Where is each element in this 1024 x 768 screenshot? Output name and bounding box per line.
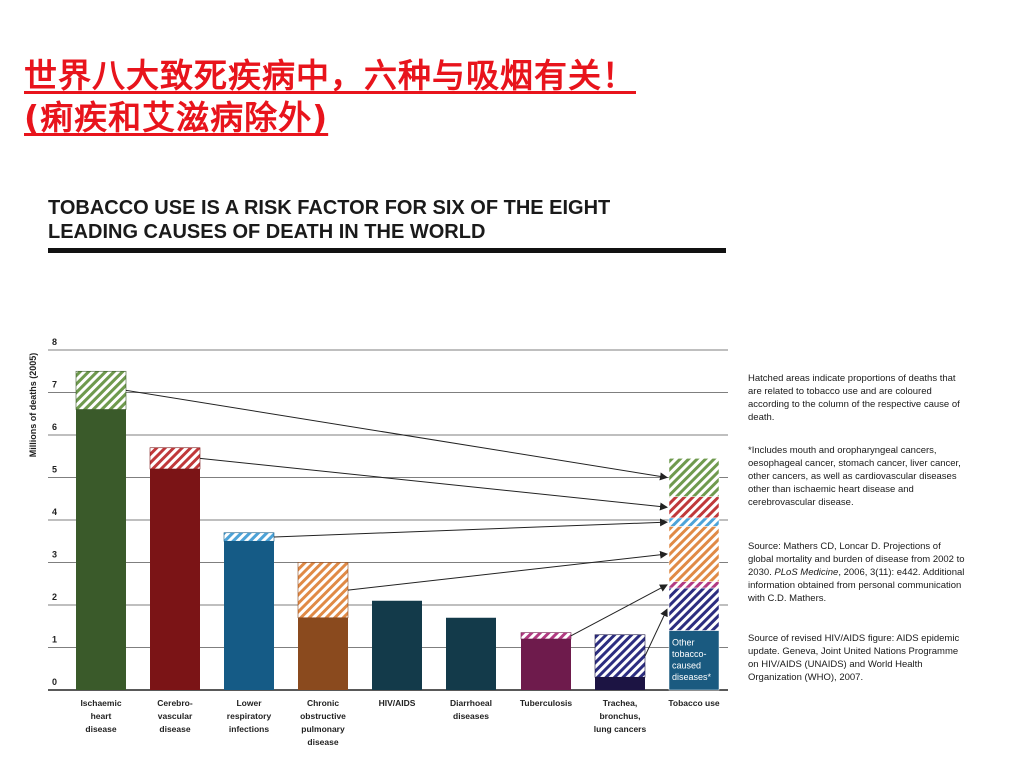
chart-heading-rule — [48, 248, 726, 253]
x-category-label-2-line-1: Cerebro- — [157, 698, 193, 708]
y-tick-label-6: 6 — [52, 422, 57, 432]
note-hatched: Hatched areas indicate proportions of de… — [748, 373, 960, 423]
x-category-label-3-line-1: Lower — [236, 698, 262, 708]
x-category-label-1-line-1: Ischaemic — [80, 698, 121, 708]
note-source-1-journal: PLoS Medicine — [774, 567, 839, 578]
slide-title-line-1: 世界八大致死疾病中，六种与吸烟有关！ — [24, 56, 636, 95]
y-tick-label-5: 5 — [52, 465, 57, 475]
bar-3-tobacco-related — [223, 532, 275, 542]
x-category-label-8-line-1: Trachea, — [603, 698, 638, 708]
bar-1-non-tobacco — [76, 409, 126, 690]
bar-4-tobacco-related — [297, 562, 349, 619]
bar-3-non-tobacco — [224, 541, 274, 690]
note-source-2: Source of revised HIV/AIDS figure: AIDS … — [748, 633, 960, 683]
bar-2-non-tobacco — [150, 469, 200, 690]
tobacco-bar-segment-4 — [668, 526, 720, 582]
link-arrow-1 — [125, 389, 668, 481]
chart-heading: TOBACCO USE IS A RISK FACTOR FOR SIX OF … — [48, 196, 726, 253]
x-category-label-9-line-1: Tobacco use — [668, 698, 720, 708]
tobacco-bar-segment-1 — [668, 630, 720, 691]
bar-6-non-tobacco — [446, 617, 496, 690]
link-arrow-2 — [199, 457, 668, 511]
x-category-label-8-line-3: lung cancers — [594, 724, 647, 734]
tobacco-bar-segment-6 — [668, 496, 720, 519]
slide-title-line-2: (痢疾和艾滋病除外) — [24, 98, 329, 138]
y-tick-label-4: 4 — [52, 507, 57, 517]
x-category-label-2-line-3: disease — [159, 724, 190, 734]
note-source-1-b: , 2006, 3(11): e442. Additional informat… — [748, 567, 965, 604]
x-category-label-2-line-2: vascular — [158, 711, 193, 721]
note-includes: *Includes mouth and oropharyngeal cancer… — [748, 445, 961, 508]
link-arrow-3 — [273, 518, 668, 538]
tobacco-bar-segment-2 — [668, 587, 720, 631]
x-category-label-6-line-2: diseases — [453, 711, 489, 721]
y-tick-label-0: 0 — [52, 677, 57, 687]
y-tick-label-2: 2 — [52, 592, 57, 602]
y-tick-label-7: 7 — [52, 380, 57, 390]
x-category-label-1-line-3: disease — [85, 724, 116, 734]
link-arrow-5 — [570, 584, 668, 637]
x-category-label-8-line-2: bronchus, — [599, 711, 640, 721]
tobacco-bar-segment-3 — [668, 581, 720, 589]
bar-5-non-tobacco — [372, 600, 422, 690]
chart-title-line-2: LEADING CAUSES OF DEATH IN THE WORLD — [48, 221, 486, 243]
slide-title: 世界八大致死疾病中，六种与吸烟有关！ (痢疾和艾滋病除外) — [24, 55, 636, 139]
x-category-label-4-line-3: pulmonary — [301, 724, 345, 734]
tobacco-inbar-label-line-4: diseases* — [672, 672, 712, 682]
x-category-label-4-line-2: obstructive — [300, 711, 346, 721]
bar-2-tobacco-related — [149, 447, 201, 470]
tobacco-inbar-label-line-3: caused — [672, 661, 701, 671]
bar-7-tobacco-related — [520, 632, 572, 640]
x-category-label-6-line-1: Diarrhoeal — [450, 698, 492, 708]
x-category-label-7-line-1: Tuberculosis — [520, 698, 573, 708]
tobacco-inbar-label-line-2: tobacco- — [672, 649, 707, 659]
y-tick-label-8: 8 — [52, 337, 57, 347]
x-category-label-1-line-2: heart — [91, 711, 112, 721]
x-category-label-3-line-2: respiratory — [227, 711, 272, 721]
tobacco-bar-segment-7 — [668, 458, 720, 497]
x-category-label-3-line-3: infections — [229, 724, 269, 734]
y-tick-label-3: 3 — [52, 550, 57, 560]
x-category-label-5-line-1: HIV/AIDS — [379, 698, 416, 708]
chart-title-line-1: TOBACCO USE IS A RISK FACTOR FOR SIX OF … — [48, 197, 611, 219]
bar-8-non-tobacco — [595, 677, 645, 690]
y-axis-label: Millions of deaths (2005) — [28, 353, 38, 458]
link-arrow-4 — [347, 550, 668, 591]
link-arrow-6 — [644, 608, 668, 657]
x-category-label-4-line-4: disease — [307, 737, 338, 747]
tobacco-bar-segment-5 — [668, 517, 720, 527]
bar-4-non-tobacco — [298, 617, 348, 690]
note-source-1-a: Source: Mathers CD, Loncar D. Projection… — [748, 541, 965, 578]
tobacco-inbar-label-line-1: Other — [672, 638, 695, 648]
bar-1-tobacco-related — [75, 370, 127, 410]
note-source-1: Source: Mathers CD, Loncar D. Projection… — [748, 540, 968, 605]
y-tick-label-1: 1 — [52, 635, 57, 645]
bar-8-tobacco-related — [594, 634, 646, 678]
bar-7-non-tobacco — [521, 639, 571, 690]
x-category-label-4-line-1: Chronic — [307, 698, 339, 708]
